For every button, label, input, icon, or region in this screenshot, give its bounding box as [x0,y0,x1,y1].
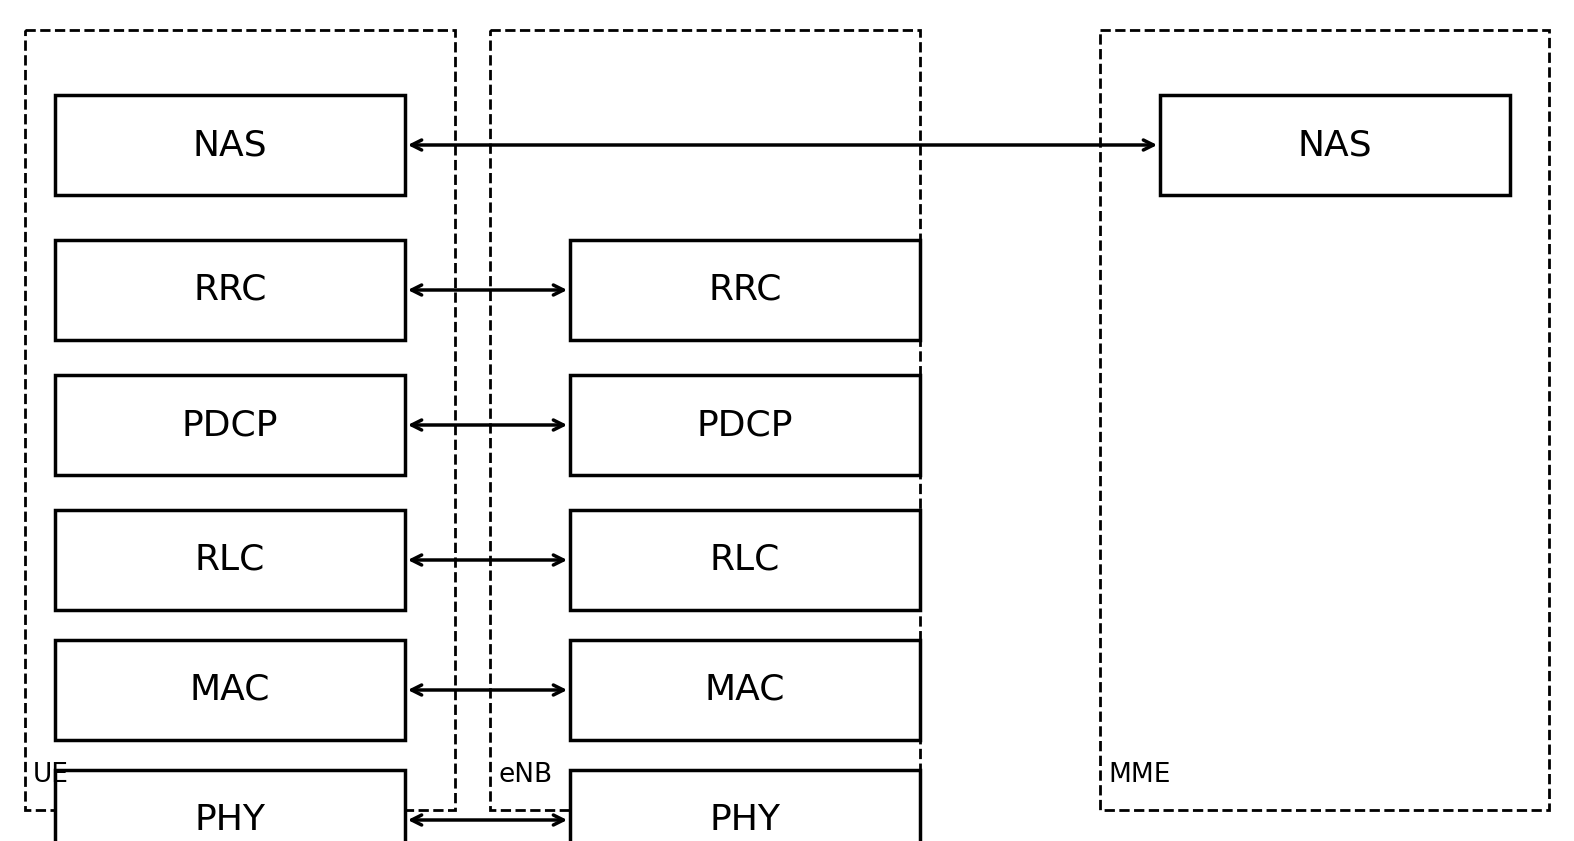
Bar [55,95,405,195]
Text: NAS: NAS [192,128,268,162]
Bar [570,240,919,340]
Bar [55,640,405,740]
Text: RRC: RRC [708,273,782,307]
Bar [570,510,919,610]
Text: MAC: MAC [705,673,785,707]
Bar [25,30,455,810]
Bar [55,770,405,841]
Bar [1160,95,1509,195]
Text: PHY: PHY [195,803,266,837]
Bar [55,510,405,610]
Bar [55,240,405,340]
Text: eNB: eNB [497,762,552,788]
Text: RRC: RRC [194,273,266,307]
Text: MAC: MAC [190,673,271,707]
Text: MME: MME [1108,762,1171,788]
Bar [570,375,919,475]
Bar [1100,30,1549,810]
Text: NAS: NAS [1297,128,1373,162]
Text: RLC: RLC [710,543,781,577]
Text: UE: UE [33,762,69,788]
Text: RLC: RLC [195,543,264,577]
Bar [570,640,919,740]
Bar [55,375,405,475]
Text: PDCP: PDCP [697,408,793,442]
Bar [570,770,919,841]
Text: PHY: PHY [710,803,781,837]
Bar [490,30,919,810]
Text: PDCP: PDCP [181,408,279,442]
